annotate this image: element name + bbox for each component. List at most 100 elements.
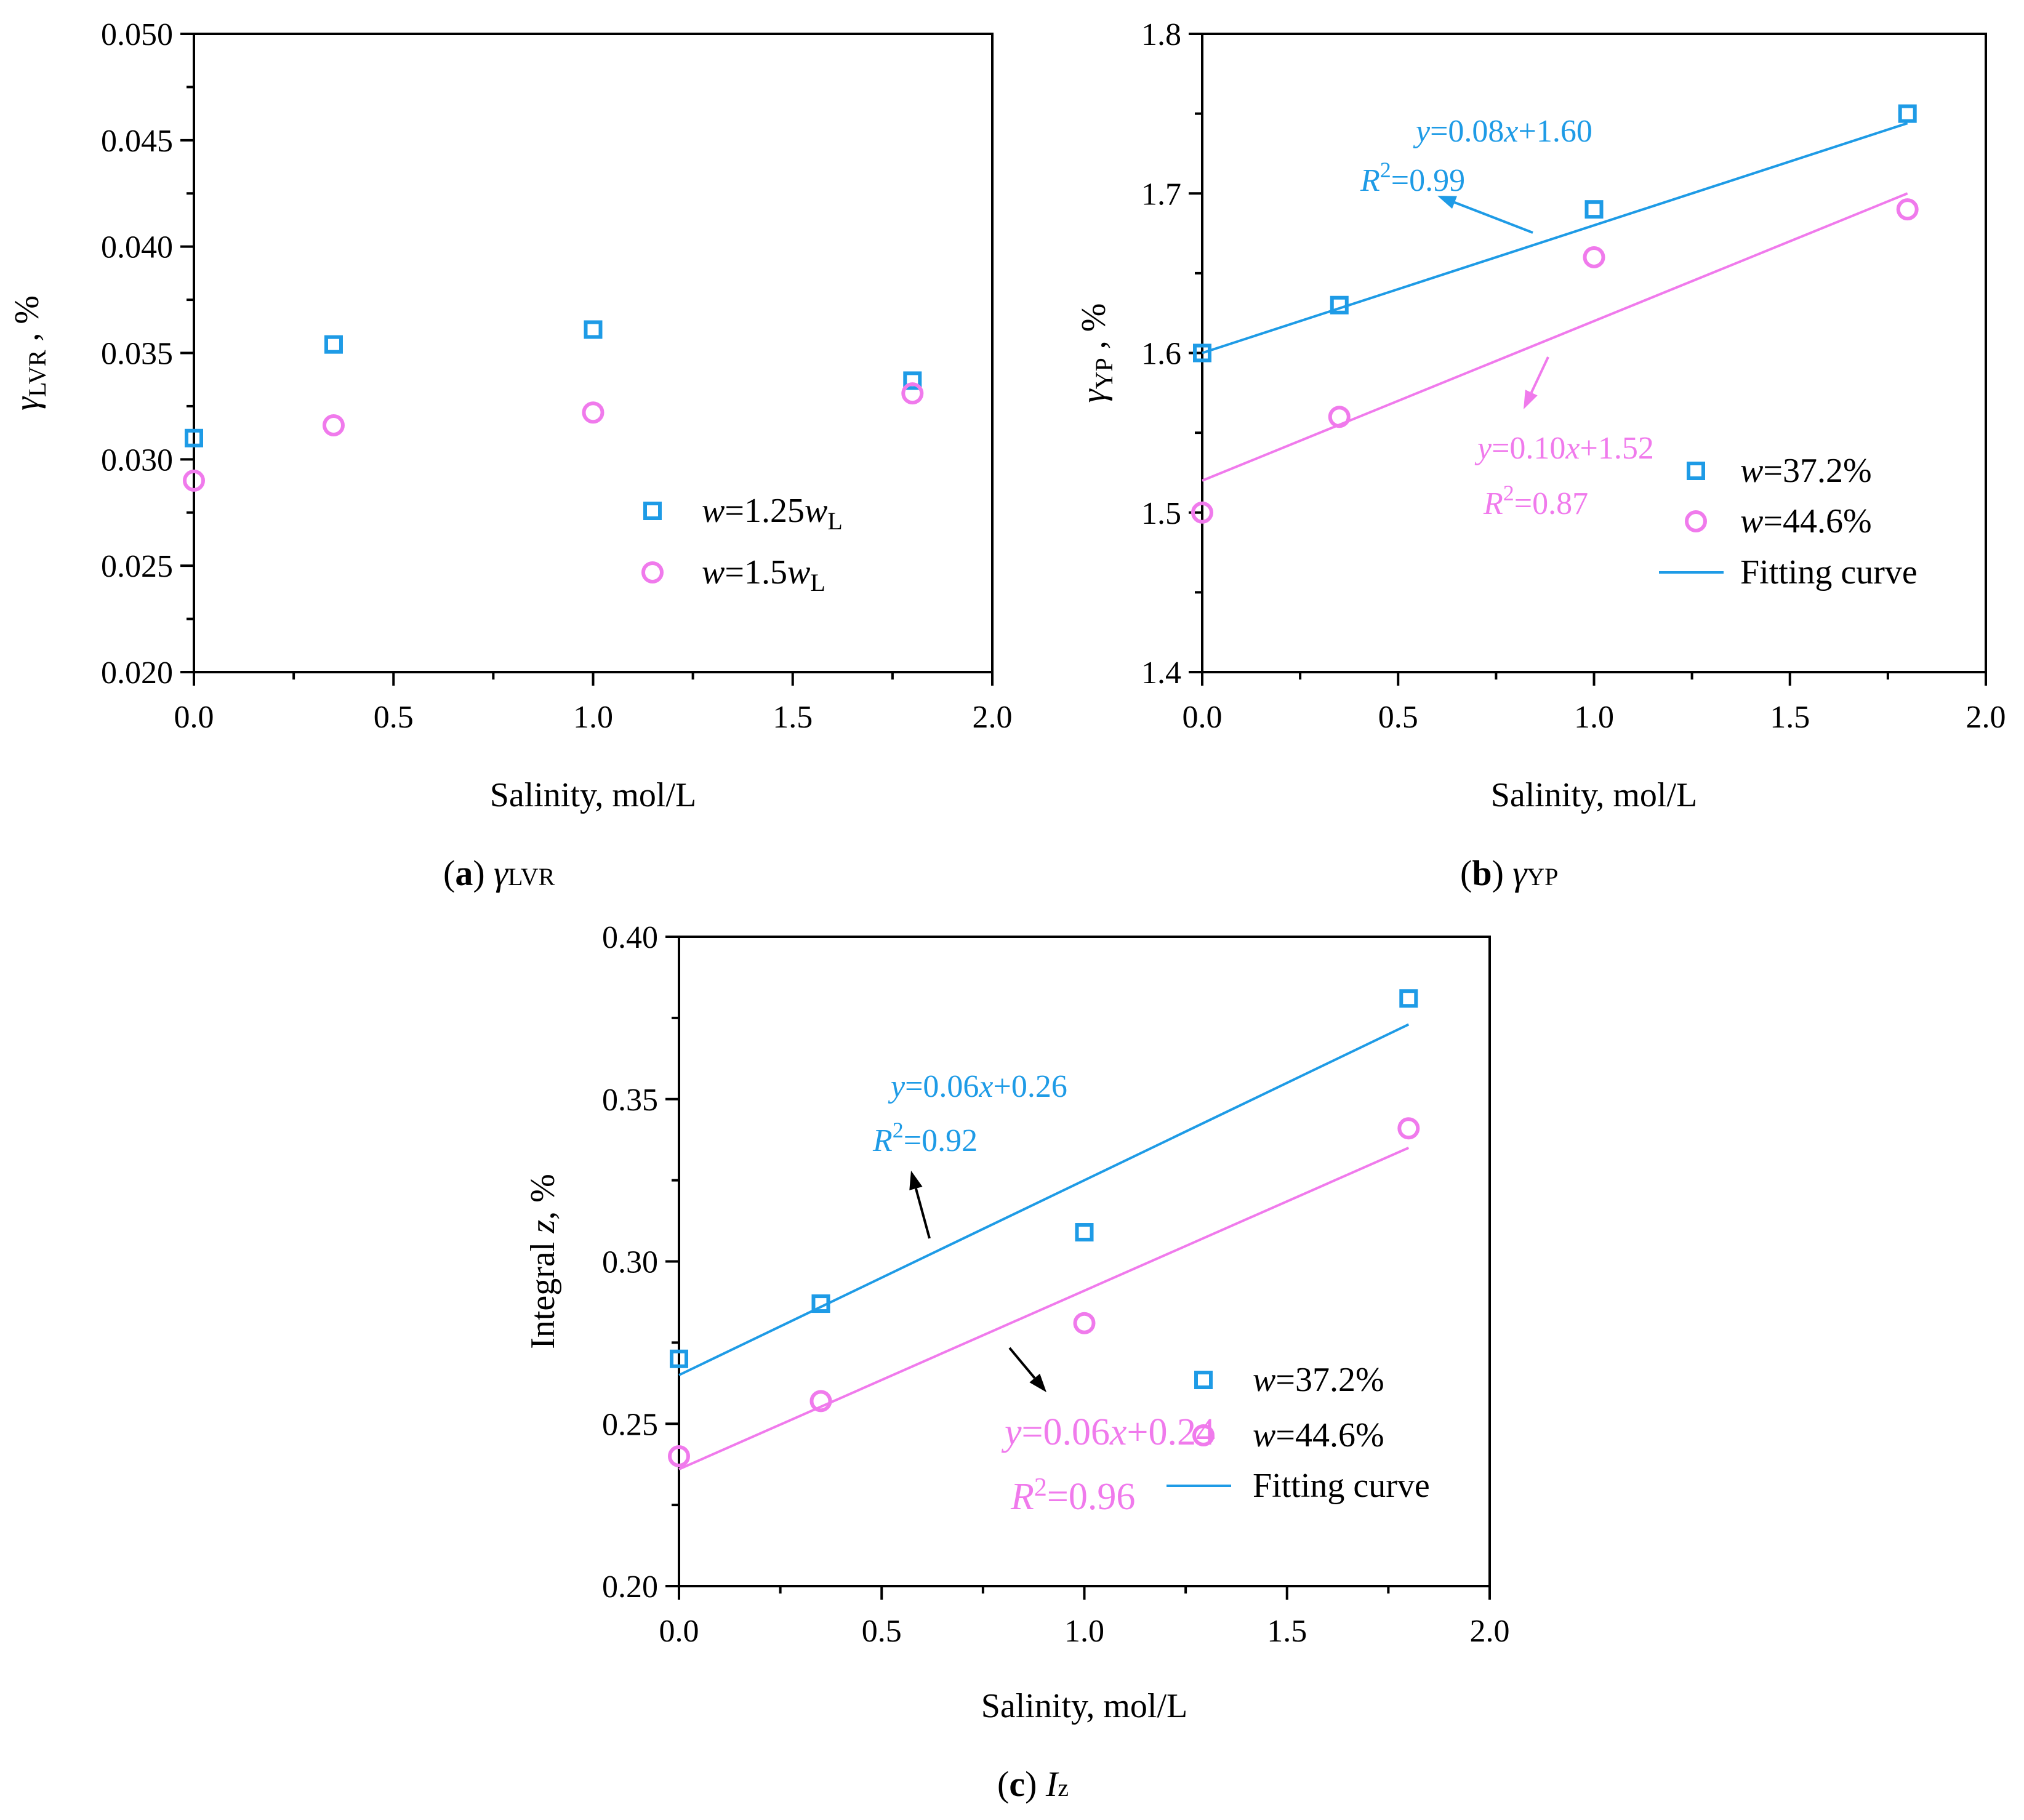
y-tick-label: 0.045 xyxy=(101,124,173,159)
annotation-arrow-head xyxy=(909,1171,923,1190)
y-tick-label: 0.050 xyxy=(101,17,173,52)
annotation-arrow-shaft xyxy=(914,1188,931,1239)
x-tick-label: 1.0 xyxy=(1574,700,1614,735)
y-axis-title: γYP , % xyxy=(1075,303,1118,403)
y-tick-label: 0.025 xyxy=(101,549,173,584)
legend-marker-pink xyxy=(1192,1424,1215,1446)
data-point-blue xyxy=(1584,200,1604,219)
data-point-pink xyxy=(1896,198,1919,221)
y-tick-label: 0.030 xyxy=(101,443,173,478)
x-tick-label: 1.5 xyxy=(773,700,813,735)
fit-equation: y=0.06x+0.24 xyxy=(1001,1411,1215,1453)
data-point-blue xyxy=(903,371,922,390)
fit-equation: y=0.10x+1.52 xyxy=(1474,431,1654,466)
y-tick-label: 0.020 xyxy=(101,655,173,691)
data-point-blue xyxy=(1193,343,1211,363)
x-tick-label: 0.0 xyxy=(659,1614,699,1649)
data-point-blue xyxy=(1399,989,1418,1008)
data-point-blue xyxy=(811,1294,830,1313)
panel-b: 0.0 0.5 1.0 1.5 2.0 1.4 1.5 1.6 1.7 1.8 Salinity, … xyxy=(1075,17,2006,893)
plot-frame xyxy=(193,33,994,673)
data-point-blue xyxy=(670,1349,688,1368)
legend-marker-blue xyxy=(643,502,662,520)
data-point-pink xyxy=(1583,246,1605,268)
y-tick-label: 1.5 xyxy=(1141,496,1181,531)
annotation-arrow-shaft xyxy=(1008,1347,1036,1379)
y-axis-title: γLVR , % xyxy=(8,295,51,411)
x-tick-label: 0.0 xyxy=(1183,700,1223,735)
data-point-pink xyxy=(1191,501,1213,524)
x-tick-label: 2.0 xyxy=(1470,1614,1510,1649)
data-point-pink xyxy=(183,469,205,492)
y-axis-title: Integral z, % xyxy=(524,1174,562,1349)
y-tick-label: 0.35 xyxy=(602,1083,658,1118)
x-tick-label: 0.5 xyxy=(1378,700,1418,735)
legend-fit-label: Fitting curve xyxy=(1253,1467,1430,1505)
annotation-arrow-head xyxy=(1029,1373,1046,1392)
y-tick-label: 0.25 xyxy=(602,1407,658,1442)
y-tick-label: 0.30 xyxy=(602,1245,658,1280)
data-point-blue xyxy=(1330,295,1349,315)
data-point-pink xyxy=(1073,1312,1096,1334)
data-point-blue xyxy=(185,428,203,447)
y-tick-label: 1.7 xyxy=(1141,177,1181,212)
legend-label: w=44.6% xyxy=(1740,502,1872,540)
y-tick-label: 1.8 xyxy=(1141,17,1181,52)
legend-marker-blue xyxy=(1687,462,1705,480)
fit-equation: y=0.06x+0.26 xyxy=(888,1069,1067,1104)
annotation-arrow-head xyxy=(1524,390,1538,409)
fit-r-squared: R2=0.96 xyxy=(1010,1473,1135,1518)
data-point-pink xyxy=(809,1390,832,1413)
x-tick-label: 0.5 xyxy=(862,1614,902,1649)
legend-label: w=37.2% xyxy=(1253,1361,1384,1399)
fit-line-blue xyxy=(678,1023,1410,1376)
legend-fit-label: Fitting curve xyxy=(1740,553,1918,591)
data-point-blue xyxy=(584,320,603,339)
x-axis-title: Salinity, mol/L xyxy=(981,1687,1187,1725)
data-point-blue xyxy=(1898,104,1917,123)
fit-r-squared: R2=0.87 xyxy=(1483,481,1588,521)
data-point-pink xyxy=(582,401,604,424)
annotation-arrow-shaft xyxy=(1530,356,1549,393)
fit-r-squared: R2=0.92 xyxy=(872,1118,978,1158)
panel-c: 0.0 0.5 1.0 1.5 2.0 0.20 0.25 0.30 0.35 0.40 Salin… xyxy=(524,920,1510,1804)
panel-a: 0.0 0.5 1.0 1.5 2.0 0.020 0.025 0.030 0.035 0.040… xyxy=(8,17,1013,893)
data-point-pink xyxy=(1328,406,1351,428)
x-axis-title: Salinity, mol/L xyxy=(490,776,696,814)
data-point-blue xyxy=(1075,1223,1094,1242)
x-tick-label: 1.5 xyxy=(1770,700,1810,735)
fit-equation: y=0.08x+1.60 xyxy=(1413,114,1592,149)
x-tick-label: 2.0 xyxy=(973,700,1013,735)
fit-line-blue xyxy=(1202,122,1908,355)
x-tick-label: 0.0 xyxy=(174,700,214,735)
y-tick-label: 1.6 xyxy=(1141,337,1181,372)
panel-caption: (c) Iz xyxy=(997,1764,1069,1804)
panel-caption: (a) γLVR xyxy=(443,853,555,893)
annotation-arrow-shaft xyxy=(1454,201,1533,234)
legend-label: w=1.25wL xyxy=(702,492,843,535)
legend-label: w=44.6% xyxy=(1253,1416,1384,1454)
x-tick-label: 1.5 xyxy=(1267,1614,1307,1649)
annotation-arrow-head xyxy=(1437,196,1457,209)
data-point-pink xyxy=(668,1445,690,1467)
panel-caption: (b) γYP xyxy=(1460,853,1558,893)
x-tick-label: 2.0 xyxy=(1966,700,2006,735)
fit-line-pink xyxy=(678,1147,1410,1470)
y-tick-label: 0.20 xyxy=(602,1569,658,1605)
x-tick-label: 0.5 xyxy=(374,700,414,735)
legend-label: w=1.5wL xyxy=(702,553,825,596)
x-tick-label: 1.0 xyxy=(1064,1614,1104,1649)
legend-marker-pink xyxy=(1685,510,1707,532)
x-axis-title: Salinity, mol/L xyxy=(1491,776,1697,814)
legend-marker-blue xyxy=(1194,1371,1213,1389)
data-point-pink xyxy=(1397,1117,1420,1140)
data-point-blue xyxy=(324,335,343,354)
y-tick-label: 0.040 xyxy=(101,230,173,265)
legend-label: w=37.2% xyxy=(1740,452,1872,490)
y-tick-label: 0.40 xyxy=(602,920,658,955)
data-point-pink xyxy=(322,414,345,437)
x-tick-label: 1.0 xyxy=(573,700,613,735)
fit-line-pink xyxy=(1202,192,1908,482)
y-tick-label: 0.035 xyxy=(101,337,173,372)
